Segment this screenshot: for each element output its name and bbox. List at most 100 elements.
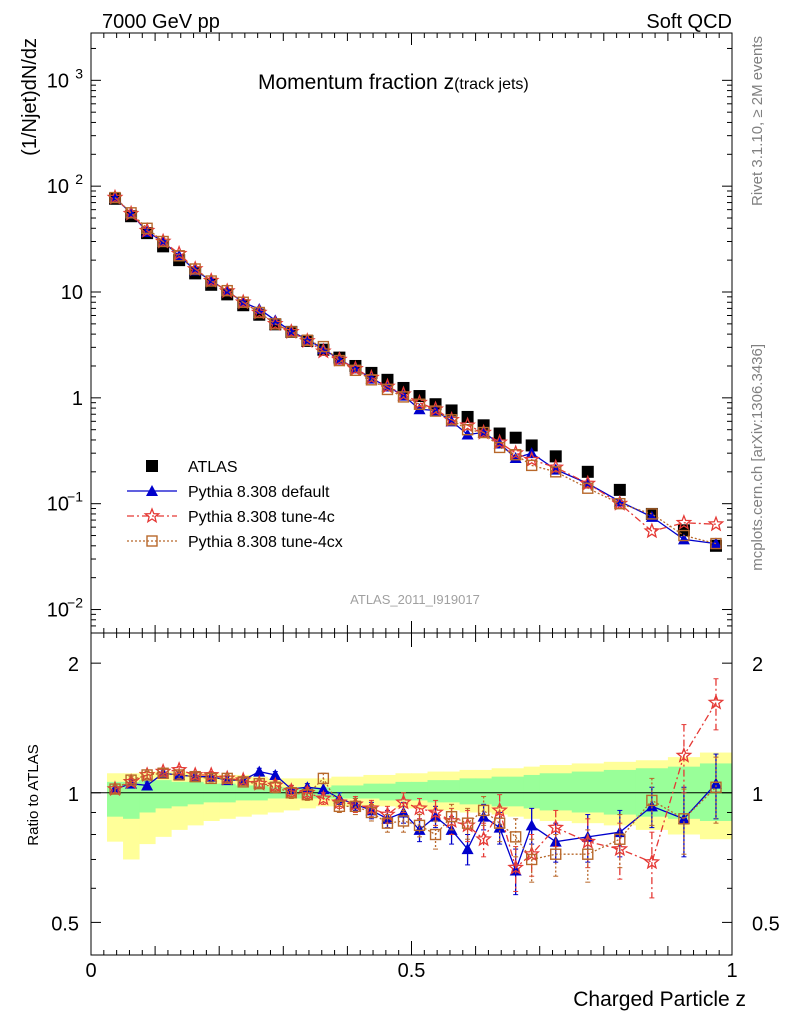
ratio-y-tick-label-left: 1 bbox=[68, 784, 79, 806]
data-point bbox=[413, 398, 426, 410]
ratio-y-tick-label-left: 2 bbox=[68, 654, 79, 676]
inner-band-bin bbox=[571, 771, 605, 813]
data-point bbox=[643, 522, 661, 539]
y-tick-label: 1 bbox=[72, 388, 83, 410]
inner-band-bin bbox=[523, 774, 541, 809]
ratio-point bbox=[477, 804, 490, 817]
data-point bbox=[381, 383, 394, 396]
data-point bbox=[397, 391, 410, 403]
plot-title: Momentum fraction z(track jets) bbox=[258, 71, 529, 94]
data-point bbox=[253, 306, 265, 319]
ratio-point bbox=[477, 810, 490, 822]
x-tick-label: 0 bbox=[85, 960, 96, 982]
ratio-point bbox=[141, 779, 154, 791]
ratio-point bbox=[237, 776, 249, 788]
ratio-point bbox=[253, 777, 265, 790]
data-point bbox=[285, 326, 298, 338]
header-right: Soft QCD bbox=[646, 11, 732, 33]
data-point bbox=[550, 466, 562, 478]
ratio-point bbox=[363, 799, 380, 816]
data-point bbox=[678, 529, 690, 542]
ratio-point bbox=[646, 794, 658, 807]
legend-item: Pythia 8.308 tune-4cx bbox=[127, 534, 343, 551]
inner-band-bin bbox=[539, 773, 573, 811]
data-point bbox=[349, 364, 362, 377]
y-tick-exponent: −2 bbox=[67, 595, 83, 611]
ratio-series-line bbox=[114, 702, 717, 869]
ratio-point bbox=[582, 848, 594, 860]
ratio-point bbox=[301, 788, 314, 801]
data-point bbox=[445, 404, 458, 417]
inner-band-bin bbox=[603, 769, 637, 815]
data-point bbox=[461, 424, 474, 436]
inner-band-bin bbox=[363, 783, 380, 799]
x-tick-label: 0.5 bbox=[398, 960, 426, 982]
ratio-point bbox=[675, 746, 693, 763]
ratio-point bbox=[491, 801, 509, 818]
legend-item: ATLAS bbox=[146, 459, 238, 476]
ratio-point bbox=[269, 768, 282, 780]
data-point bbox=[125, 207, 137, 219]
data-point bbox=[429, 405, 442, 417]
data-point bbox=[707, 515, 725, 532]
ratio-y-tick-label-right: 1 bbox=[752, 784, 763, 806]
y-tick-exponent: 2 bbox=[75, 171, 83, 187]
ratio-point bbox=[525, 819, 538, 831]
ratio-point bbox=[614, 833, 626, 845]
data-point bbox=[269, 314, 282, 326]
data-point bbox=[525, 459, 538, 472]
legend-marker bbox=[146, 535, 158, 547]
ratio-point bbox=[710, 781, 722, 793]
data-point bbox=[459, 416, 476, 433]
inner-band-bin bbox=[475, 778, 493, 805]
data-point bbox=[547, 458, 565, 475]
y-tick-label: 10 bbox=[47, 176, 69, 198]
ratio-point bbox=[157, 767, 169, 779]
ratio-point bbox=[579, 832, 597, 849]
ratio-point bbox=[475, 830, 492, 847]
legend-marker bbox=[146, 485, 158, 496]
data-point bbox=[205, 275, 217, 287]
data-point bbox=[269, 318, 281, 330]
ratio-point bbox=[125, 774, 137, 786]
ratio-point bbox=[411, 799, 428, 816]
x-axis-label: Charged Particle z bbox=[573, 988, 746, 1011]
data-point bbox=[317, 340, 330, 353]
ratio-y-tick-label-left: 0.5 bbox=[51, 913, 79, 935]
inner-band-bin bbox=[171, 781, 188, 807]
data-point bbox=[445, 414, 458, 426]
inner-band-bin bbox=[347, 785, 364, 799]
ratio-plot-series bbox=[106, 678, 725, 899]
ratio-point bbox=[365, 806, 378, 819]
plot-title-main: Momentum fraction z bbox=[258, 71, 454, 94]
ratio-point bbox=[507, 858, 524, 875]
data-point bbox=[677, 533, 690, 545]
legend-marker bbox=[146, 460, 158, 472]
ratio-point bbox=[315, 789, 332, 806]
ratio-plot-frame: 0.5 0.5 1 1 2 2 0 0.5 1 bbox=[51, 632, 780, 982]
data-point bbox=[365, 374, 378, 386]
data-point bbox=[173, 250, 185, 262]
ratio-point bbox=[547, 818, 565, 835]
ratio-point bbox=[141, 769, 153, 781]
ratio-point bbox=[397, 815, 410, 827]
data-point bbox=[509, 431, 522, 444]
data-point bbox=[333, 354, 346, 367]
ratio-point bbox=[493, 817, 506, 829]
ratio-point bbox=[643, 853, 661, 870]
y-tick-label: 10 bbox=[61, 282, 83, 304]
legend: ATLAS Pythia 8.308 default Pythia 8.308 tu… bbox=[127, 459, 343, 551]
ratio-point bbox=[395, 793, 412, 810]
ratio-series-open-square bbox=[109, 756, 722, 883]
ratio-y-tick-label-right: 0.5 bbox=[752, 913, 780, 935]
ratio-point bbox=[285, 787, 298, 799]
side-label-bottom: mcplots.cern.ch [arXiv:1306.3436] bbox=[749, 344, 766, 571]
main-plot-series bbox=[106, 188, 725, 552]
ratio-point bbox=[509, 831, 522, 843]
ratio-point bbox=[381, 817, 394, 829]
ratio-point bbox=[678, 813, 690, 825]
data-point bbox=[301, 334, 314, 346]
inner-band-bin bbox=[395, 781, 412, 801]
data-point bbox=[525, 439, 538, 452]
